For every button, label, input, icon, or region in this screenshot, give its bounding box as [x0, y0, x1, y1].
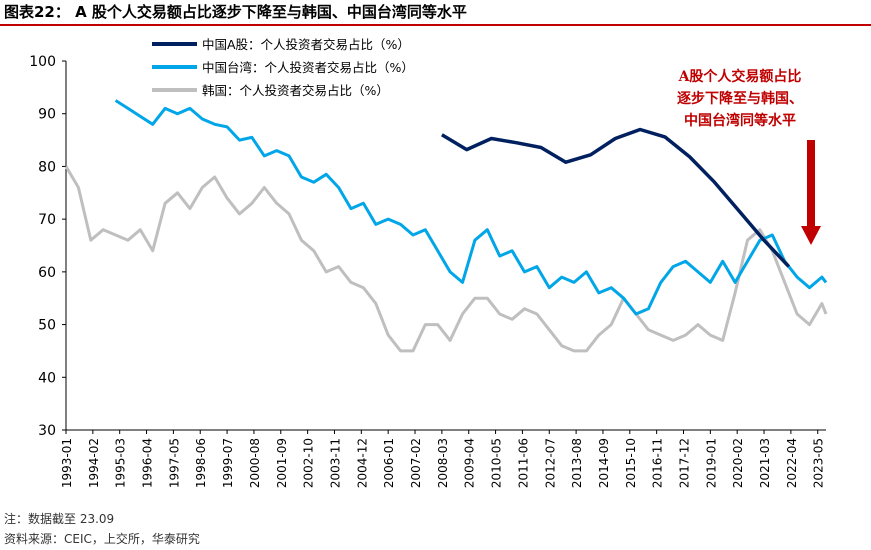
- x-tick-label: 2013-08: [570, 438, 584, 488]
- x-tick-label: 2017-12: [678, 438, 692, 488]
- legend-label-1: 中国台湾：个人投资者交易占比（%）: [202, 60, 414, 75]
- x-tick-label: 1993-01: [60, 438, 74, 488]
- x-tick-label: 2009-04: [463, 438, 477, 488]
- y-tick-label: 50: [38, 318, 56, 334]
- x-tick-label: 2016-11: [651, 438, 665, 488]
- annotation-line-2: 逐步下降至与韩国、: [677, 91, 803, 107]
- x-tick-label: 2023-05: [812, 438, 826, 488]
- x-tick-label: 2001-09: [275, 438, 289, 488]
- annotation-line-3: 中国台湾同等水平: [684, 113, 796, 129]
- y-tick-label: 30: [38, 423, 56, 439]
- x-tick-label: 2020-02: [731, 438, 745, 488]
- figure-title: 图表22： A 股个人交易额占比逐步下降至与韩国、中国台湾同等水平: [0, 0, 871, 26]
- x-tick-label: 2011-06: [516, 438, 530, 488]
- x-tick-label: 2007-02: [409, 438, 423, 488]
- x-tick-label: 1994-02: [87, 438, 101, 488]
- annotation-line-1: A股个人交易额占比: [678, 69, 802, 85]
- y-tick-label: 60: [38, 265, 56, 281]
- line-chart: 30 40 50 60 70 80 90 100 1993-01 1994-02 1995-03 19…: [29, 37, 828, 488]
- down-arrow-icon: [801, 140, 821, 245]
- y-tick-label: 100: [29, 54, 56, 70]
- x-tick-label: 2015-10: [624, 438, 638, 488]
- x-tick-label: 2008-03: [436, 438, 450, 488]
- chart-legend: 中国A股：个人投资者交易占比（%） 中国台湾：个人投资者交易占比（%） 韩国：个人投…: [152, 37, 414, 98]
- x-tick-label: 1996-04: [141, 438, 155, 488]
- legend-label-2: 韩国：个人投资者交易占比（%）: [202, 83, 389, 98]
- x-tick-label: 1997-05: [167, 438, 181, 488]
- y-tick-label: 70: [38, 212, 56, 228]
- series-line-1: [114, 99, 828, 316]
- chart-annotation: A股个人交易额占比 逐步下降至与韩国、 中国台湾同等水平: [660, 66, 820, 132]
- x-tick-label: 2021-03: [758, 438, 772, 488]
- x-tick-label: 2004-12: [355, 438, 369, 488]
- x-tick-label: 2012-07: [543, 438, 557, 488]
- x-tick-label: 2003-11: [328, 438, 342, 488]
- x-tick-label: 2000-08: [248, 438, 262, 488]
- x-tick-label: 2010-05: [490, 438, 504, 488]
- x-tick-label: 2019-01: [704, 438, 718, 488]
- series-line-2: [64, 165, 828, 353]
- chart-source: 资料来源：CEIC，上交所，华泰研究: [4, 532, 200, 546]
- chart-series: [64, 99, 828, 353]
- chart-axes: 30 40 50 60 70 80 90 100 1993-01 1994-02 1995-03 19…: [29, 54, 826, 488]
- x-tick-label: 1998-06: [194, 438, 208, 488]
- y-tick-label: 90: [38, 107, 56, 123]
- chart-note: 注：数据截至 23.09: [4, 512, 115, 526]
- legend-label-0: 中国A股：个人投资者交易占比（%）: [202, 37, 410, 52]
- x-tick-label: 1995-03: [114, 438, 128, 488]
- x-tick-label: 2022-04: [785, 438, 799, 488]
- x-tick-label: 1999-07: [221, 438, 235, 488]
- series-line-0: [441, 127, 791, 268]
- y-tick-label: 80: [38, 159, 56, 175]
- y-tick-label: 40: [38, 370, 56, 386]
- x-tick-label: 2002-10: [302, 438, 316, 488]
- x-tick-label: 2006-01: [382, 438, 396, 488]
- arrow-shaft: [807, 140, 815, 228]
- x-tick-label: 2014-09: [597, 438, 611, 488]
- arrow-head: [801, 226, 821, 245]
